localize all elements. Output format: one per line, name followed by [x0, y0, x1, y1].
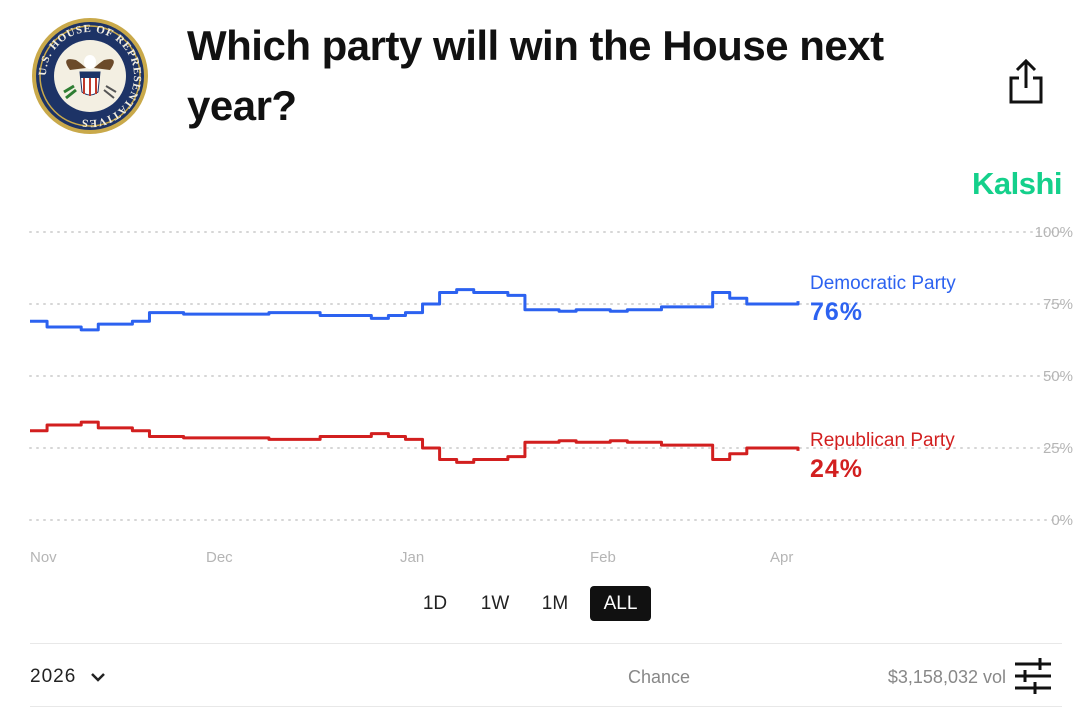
- range-all-button[interactable]: ALL: [590, 586, 651, 621]
- year-selector[interactable]: 2026: [30, 666, 106, 688]
- divider: [30, 706, 1062, 707]
- x-tick-label: Feb: [590, 549, 616, 566]
- series-current-value: 76%: [810, 298, 863, 326]
- y-tick-label: 75%: [1043, 296, 1073, 313]
- series-label: Republican Party: [810, 430, 955, 451]
- page-title: Which party will win the House next year…: [187, 22, 884, 129]
- time-range-selector: 1D 1W 1M ALL: [410, 586, 651, 621]
- sliders-icon[interactable]: [1013, 658, 1053, 694]
- x-tick-label: Nov: [30, 549, 57, 566]
- chance-column-label: Chance: [628, 667, 691, 687]
- range-1d-button[interactable]: 1D: [422, 592, 448, 614]
- x-tick-label: Dec: [206, 549, 233, 566]
- share-icon[interactable]: [1006, 58, 1046, 106]
- republican-series-line: [30, 420, 800, 464]
- divider: [30, 643, 1062, 644]
- house-seal-logo: U.S. HOUSE OF REPRESENTATIVES: [32, 18, 148, 134]
- y-tick-label: 50%: [1043, 368, 1073, 385]
- x-tick-label: Apr: [770, 549, 793, 566]
- year-label: 2026: [30, 666, 77, 687]
- price-chart: 100% 75% 50% 25% 0% Nov Dec Jan Feb Apr Democratic…: [29, 224, 1073, 566]
- range-1w-button[interactable]: 1W: [480, 592, 510, 614]
- democratic-series-line: [30, 288, 800, 332]
- market-footer: 2026 Chance $3,158,032 vol: [0, 644, 1082, 708]
- y-tick-label: 0%: [1051, 512, 1073, 529]
- y-tick-label: 100%: [1035, 224, 1073, 241]
- series-label: Democratic Party: [810, 273, 956, 294]
- y-tick-label: 25%: [1043, 440, 1073, 457]
- chevron-down-icon: [91, 673, 106, 682]
- x-tick-label: Jan: [400, 549, 424, 566]
- series-current-value: 24%: [810, 455, 863, 483]
- kalshi-brand-logo: Kalshi: [971, 166, 1063, 201]
- volume-label: $3,158,032 vol: [887, 667, 1006, 687]
- range-1m-button[interactable]: 1M: [541, 592, 569, 614]
